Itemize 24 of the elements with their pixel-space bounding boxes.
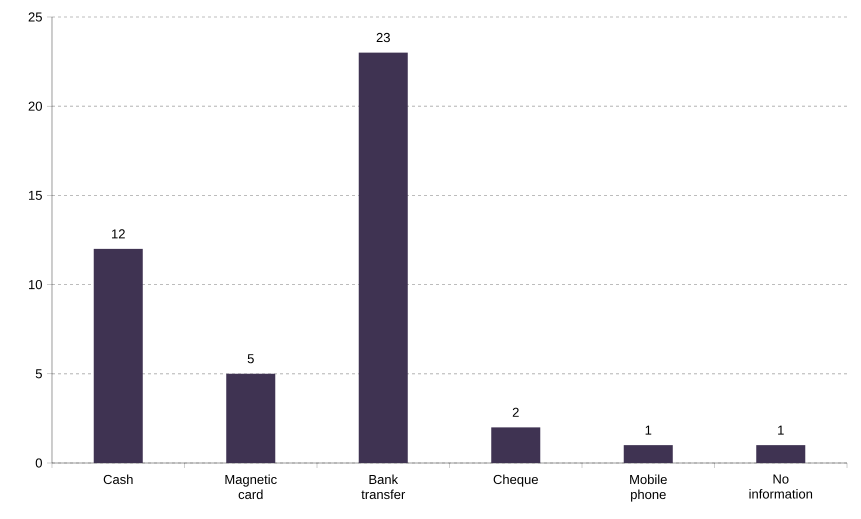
y-tick-label: 15 [28, 190, 42, 200]
data-label: 5 [248, 354, 254, 364]
data-label: 1 [778, 426, 784, 435]
x-tick-label: Mobile phone [630, 474, 667, 502]
bar [491, 427, 540, 463]
bar [358, 52, 408, 463]
x-tick-label: No information [749, 474, 812, 499]
x-tick-label: Cheque [494, 474, 538, 487]
x-tick-label: Bank transfer [361, 474, 406, 500]
y-tick-label: 25 [28, 12, 42, 22]
bar [94, 248, 143, 463]
y-tick-label: 5 [36, 369, 42, 378]
bar [226, 374, 276, 463]
bar [756, 445, 806, 463]
y-tick-label: 20 [28, 102, 42, 111]
data-label: 23 [376, 32, 390, 42]
data-label: 2 [512, 408, 519, 417]
data-label: 1 [646, 426, 652, 435]
y-tick-label: 10 [28, 280, 42, 290]
x-tick-label: Magnetic card [225, 474, 277, 500]
y-tick-label: 0 [36, 458, 42, 468]
bar [624, 445, 673, 463]
data-label: 12 [112, 229, 125, 238]
x-tick-label: Cash [104, 474, 133, 484]
